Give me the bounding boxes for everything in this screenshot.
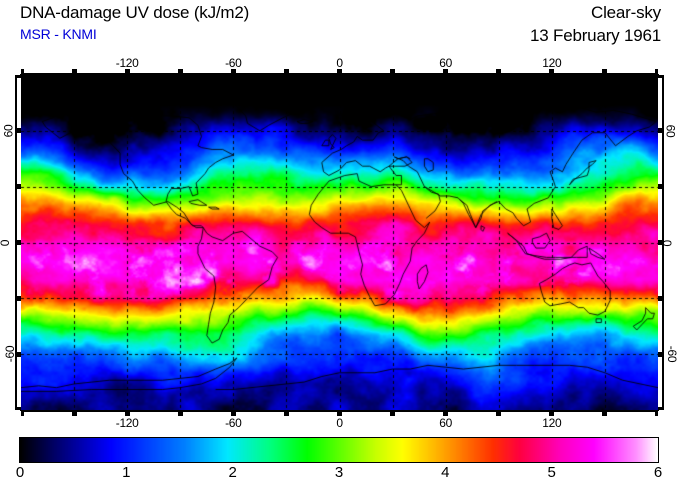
axis-x-label: 0: [336, 416, 343, 430]
axis-tick-gap: [554, 412, 603, 416]
axis-tick-gap: [658, 300, 662, 352]
axis-tick-gap: [129, 412, 178, 416]
axis-tick-gap: [17, 356, 21, 408]
colorbar-gradient: [20, 438, 658, 462]
axis-y-label: -60: [665, 345, 678, 363]
axis-y-label: -60: [3, 345, 18, 363]
axis-tick-gap: [23, 69, 72, 73]
axis-x-label: 0: [336, 56, 343, 70]
axis-tick-gap: [17, 300, 21, 352]
colorbar-tick-label: 4: [441, 464, 450, 481]
axis-right-ticks: [658, 75, 664, 410]
condition-label: Clear-sky: [591, 3, 661, 22]
uv-dose-heatmap: [21, 75, 658, 410]
axis-tick-gap: [554, 69, 603, 73]
date-label: 13 February 1961: [530, 26, 661, 45]
axis-tick-gap: [658, 77, 662, 129]
axis-tick-gap: [607, 69, 656, 73]
colorbar-tick-label: 6: [653, 464, 663, 481]
axis-tick-gap: [658, 356, 662, 408]
axis-tick-gap: [448, 69, 497, 73]
axis-x-label: -120: [115, 416, 139, 430]
map-plot-area: [21, 75, 658, 410]
axis-tick-gap: [17, 77, 21, 129]
axis-tick-gap: [129, 69, 178, 73]
axis-tick-gap: [17, 133, 21, 185]
axis-tick-gap: [288, 69, 337, 73]
axis-tick-gap: [658, 189, 662, 240]
axis-tick-gap: [342, 69, 391, 73]
source-label: MSR - KNMI: [20, 26, 97, 42]
axis-tick-gap: [342, 412, 391, 416]
axis-left-ticks: [15, 75, 21, 410]
axis-tick-gap: [501, 412, 550, 416]
page-title: DNA-damage UV dose (kJ/m2): [20, 3, 250, 22]
axis-tick-gap: [395, 412, 444, 416]
axis-tick-gap: [17, 189, 21, 240]
axis-tick-gap: [607, 412, 656, 416]
colorbar-tick-label: 0: [15, 464, 25, 481]
axis-tick-gap: [288, 412, 337, 416]
axis-y-label: 60: [663, 124, 678, 138]
axis-tick-gap: [501, 69, 550, 73]
axis-x-label: -120: [115, 56, 139, 70]
colorbar-tick-label: 5: [547, 464, 556, 481]
axis-tick-gap: [76, 69, 125, 73]
axis-y-label: 0: [660, 239, 675, 246]
axis-x-label: 60: [439, 56, 453, 70]
axis-x-label: -60: [225, 56, 242, 70]
axis-y-label: 60: [1, 124, 16, 138]
axis-x-label: -60: [225, 416, 242, 430]
axis-x-label: 120: [542, 416, 562, 430]
axis-y-label: 0: [0, 239, 12, 245]
axis-x-label: 60: [439, 416, 453, 430]
axis-x-label: 120: [542, 56, 562, 70]
axis-bottom-ticks: [21, 410, 658, 416]
axis-tick-gap: [17, 245, 21, 296]
axis-tick-gap: [448, 412, 497, 416]
axis-tick-gap: [182, 412, 231, 416]
axis-tick-gap: [235, 69, 284, 73]
colorbar: [20, 438, 658, 462]
axis-tick-gap: [395, 69, 444, 73]
axis-tick-gap: [23, 412, 72, 416]
axis-tick-gap: [658, 245, 662, 296]
axis-tick-gap: [76, 412, 125, 416]
axis-top-ticks: [21, 69, 658, 75]
axis-tick-gap: [182, 69, 231, 73]
axis-tick-gap: [235, 412, 284, 416]
axis-tick-gap: [658, 133, 662, 185]
colorbar-tick-label: 3: [334, 464, 344, 481]
colorbar-tick-label: 1: [122, 464, 131, 481]
colorbar-tick-label: 2: [228, 464, 237, 481]
